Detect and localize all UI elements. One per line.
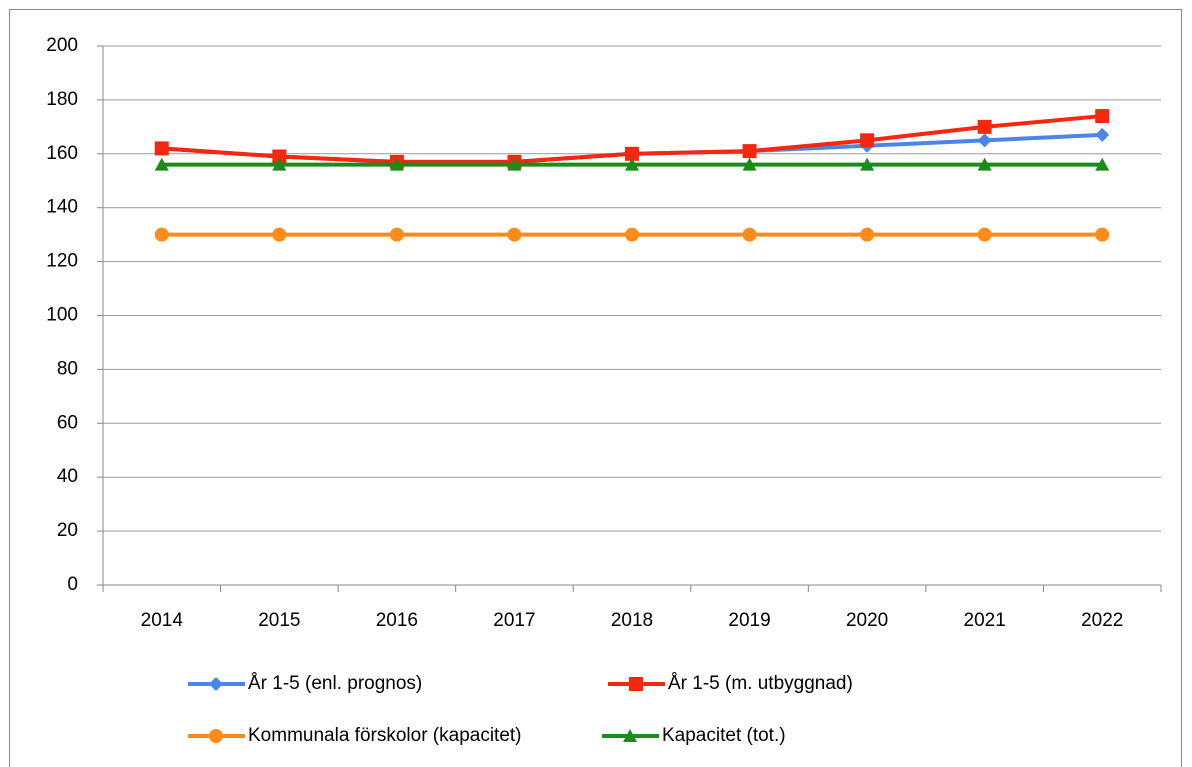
marker: [272, 157, 287, 171]
marker: [1095, 227, 1110, 242]
marker: [625, 157, 639, 171]
marker: [623, 729, 637, 742]
marker: [209, 677, 223, 691]
marker: [272, 227, 287, 242]
y-tick-label: 60: [57, 412, 78, 433]
x-tick-label: 2020: [846, 610, 888, 631]
marker: [977, 119, 992, 134]
marker: [154, 227, 169, 242]
marker: [1095, 157, 1110, 171]
marker: [389, 157, 404, 171]
y-tick-label: 40: [57, 466, 78, 487]
x-tick-label: 2016: [376, 610, 418, 631]
marker: [154, 141, 169, 156]
marker: [742, 227, 757, 242]
marker: [625, 227, 639, 242]
y-tick-label: 200: [46, 35, 78, 56]
x-tick-label: 2014: [141, 610, 184, 631]
y-tick-label: 160: [46, 143, 78, 164]
marker: [977, 227, 992, 242]
marker: [629, 677, 643, 691]
marker: [977, 157, 992, 171]
marker: [742, 144, 757, 159]
x-tick-label: 2022: [1081, 610, 1123, 631]
marker: [860, 133, 875, 148]
y-tick-label: 80: [57, 358, 78, 379]
legend-label: År 1-5 (m. utbyggnad): [668, 673, 853, 694]
marker: [1095, 109, 1110, 124]
x-tick-label: 2018: [611, 610, 653, 631]
marker: [272, 149, 287, 164]
marker: [977, 133, 992, 148]
y-tick-label: 20: [57, 520, 78, 541]
y-tick-label: 180: [46, 89, 78, 110]
legend-label: Kommunala förskolor (kapacitet): [248, 725, 522, 746]
marker: [1095, 127, 1110, 142]
legend-label: Kapacitet (tot.): [662, 725, 786, 746]
marker: [154, 157, 169, 171]
marker: [507, 227, 522, 242]
legend-label: År 1-5 (enl. prognos): [248, 673, 422, 694]
y-tick-label: 0: [67, 574, 78, 595]
y-tick-label: 120: [46, 251, 78, 272]
marker: [860, 157, 875, 171]
marker: [209, 729, 223, 743]
marker: [860, 227, 875, 242]
x-tick-label: 2019: [728, 610, 770, 631]
x-tick-label: 2021: [964, 610, 1006, 631]
y-tick-label: 100: [46, 305, 78, 326]
y-tick-label: 140: [46, 197, 78, 218]
marker: [742, 157, 757, 171]
marker: [507, 157, 522, 171]
x-tick-label: 2015: [258, 610, 300, 631]
x-tick-label: 2017: [493, 610, 535, 631]
marker: [389, 227, 404, 242]
marker: [625, 146, 639, 161]
